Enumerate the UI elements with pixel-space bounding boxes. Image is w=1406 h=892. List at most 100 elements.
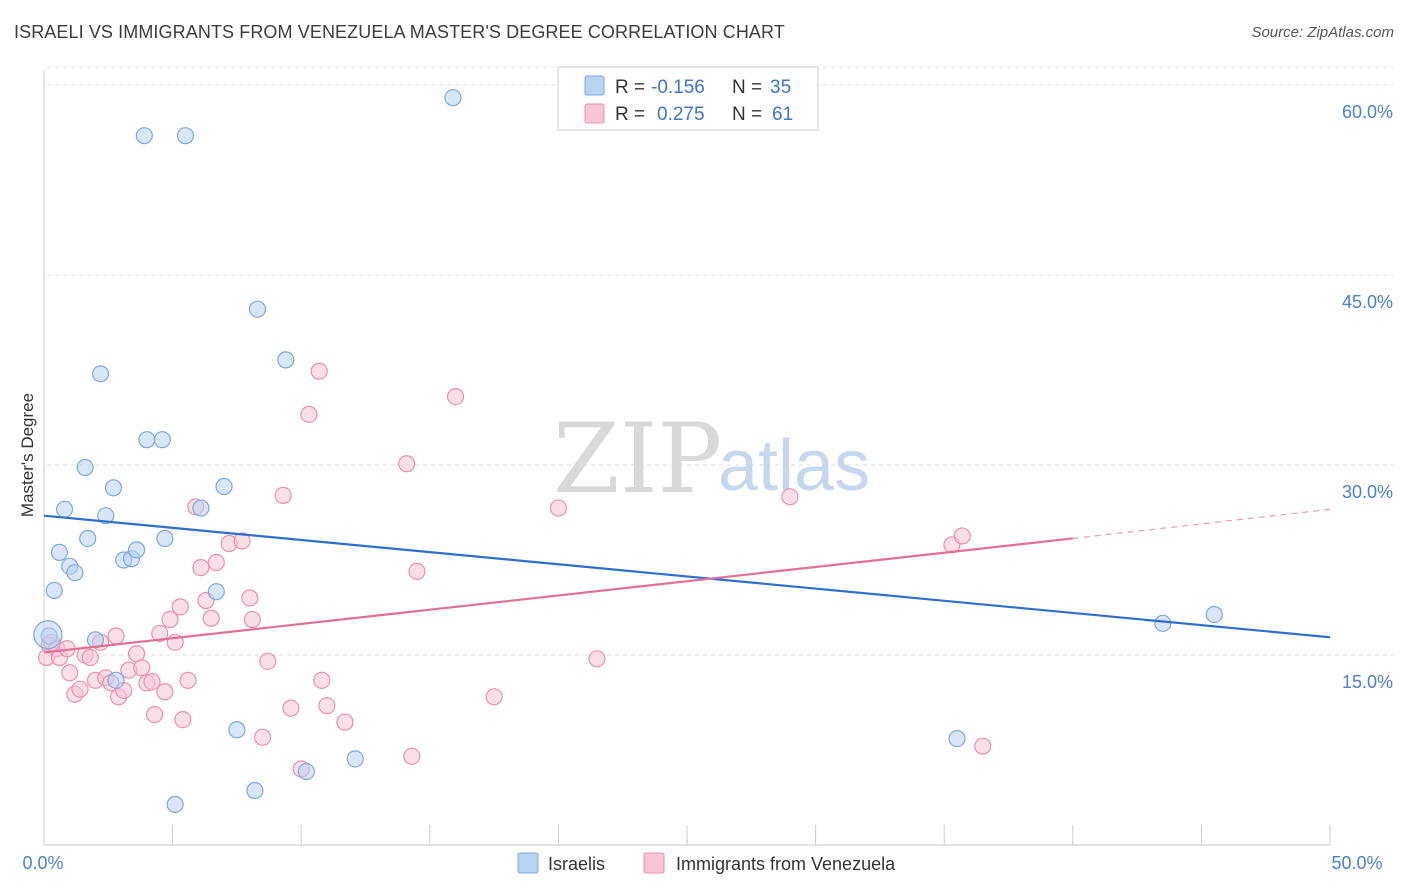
- point-israelis: [127, 541, 146, 559]
- bottom-legend-swatch-israelis: [517, 852, 539, 874]
- point-venezuela: [107, 627, 125, 645]
- point-israelis: [277, 351, 295, 369]
- bottom-legend-label-israelis: Israelis: [548, 854, 605, 874]
- legend-swatch-israelis: [584, 75, 605, 96]
- point-israelis: [66, 564, 84, 582]
- trend-line-venezuela-extension: [1072, 508, 1331, 540]
- point-israelis: [207, 583, 225, 601]
- point-israelis: [1154, 614, 1172, 632]
- point-israelis: [166, 795, 184, 814]
- point-venezuela: [310, 362, 328, 380]
- point-venezuela: [398, 455, 416, 473]
- point-israelis: [153, 431, 171, 449]
- y-tick-label: 45.0%: [1342, 292, 1393, 312]
- point-israelis: [104, 479, 123, 497]
- trend-line-israelis: [43, 514, 1331, 639]
- legend-r-label-venezuela: R =: [615, 104, 645, 125]
- source-credit: Source: ZipAtlas.com: [1251, 24, 1394, 41]
- x-ticks: [43, 825, 1331, 845]
- point-israelis: [76, 458, 94, 477]
- legend-n-value-israelis: 35: [770, 77, 791, 98]
- point-venezuela: [81, 648, 99, 667]
- watermark: ZIP atlas: [553, 403, 870, 515]
- legend-n-value-venezuela: 61: [772, 104, 793, 125]
- bottom-legend-label-venezuela: Immigrants from Venezuela: [676, 854, 896, 874]
- point-israelis: [135, 127, 153, 145]
- legend-r-value-israelis: -0.156: [651, 77, 705, 98]
- point-venezuela: [446, 388, 465, 406]
- watermark-zip: ZIP: [553, 403, 722, 515]
- stats-legend: R = -0.156 N = 35 R = 0.275 N = 61: [557, 66, 819, 131]
- point-venezuela: [588, 650, 606, 668]
- bottom-legend-swatch-venezuela: [643, 852, 665, 874]
- point-venezuela: [336, 713, 354, 731]
- point-israelis: [50, 543, 69, 562]
- point-venezuela: [953, 527, 971, 545]
- legend-n-label-israelis: N =: [732, 77, 762, 98]
- point-venezuela: [282, 699, 300, 717]
- trend-line-venezuela: [43, 537, 1073, 654]
- point-venezuela: [485, 688, 503, 706]
- point-venezuela: [161, 610, 179, 629]
- series-venezuela: [37, 362, 992, 778]
- y-tick-label: 30.0%: [1342, 482, 1393, 502]
- y-tick-label: 15.0%: [1342, 672, 1393, 692]
- series-legend: Israelis Immigrants from Venezuela: [517, 852, 896, 874]
- point-venezuela: [274, 486, 292, 504]
- legend-r-value-venezuela: 0.275: [657, 104, 705, 125]
- point-israelis: [246, 781, 264, 800]
- x-tick-label-max: 50.0%: [1331, 853, 1382, 873]
- legend-n-label-venezuela: N =: [732, 104, 762, 125]
- legend-swatch-venezuela: [584, 103, 605, 124]
- y-tick-labels: 15.0% 30.0% 45.0% 60.0%: [1342, 102, 1393, 692]
- point-venezuela: [151, 624, 169, 643]
- grid-lines: [47, 66, 1393, 656]
- point-israelis: [138, 431, 156, 449]
- point-israelis: [156, 529, 174, 548]
- point-israelis: [91, 365, 110, 383]
- chart-title: ISRAELI VS IMMIGRANTS FROM VENEZUELA MAS…: [14, 22, 785, 42]
- point-israelis: [297, 762, 315, 781]
- point-venezuela: [156, 683, 174, 701]
- point-israelis: [192, 499, 210, 517]
- point-venezuela: [408, 562, 426, 581]
- point-venezuela: [259, 652, 277, 670]
- point-venezuela: [174, 710, 192, 729]
- point-venezuela: [71, 680, 89, 698]
- point-israelis: [346, 750, 364, 768]
- point-israelis: [97, 507, 115, 525]
- point-israelis: [228, 721, 246, 739]
- point-venezuela: [133, 659, 151, 677]
- y-axis-title: Master's Degree: [18, 393, 37, 517]
- point-venezuela: [403, 747, 421, 765]
- point-israelis: [107, 671, 125, 689]
- series-israelis: [33, 89, 1223, 814]
- point-venezuela: [313, 671, 331, 689]
- point-venezuela: [549, 499, 568, 517]
- point-venezuela: [233, 532, 251, 550]
- point-israelis: [215, 477, 233, 496]
- point-israelis: [248, 300, 267, 318]
- point-venezuela: [207, 553, 225, 572]
- point-israelis: [79, 529, 97, 548]
- legend-r-label-israelis: R =: [615, 77, 645, 98]
- point-venezuela: [300, 405, 318, 423]
- point-venezuela: [145, 705, 164, 724]
- point-venezuela: [781, 488, 799, 506]
- point-venezuela: [254, 728, 272, 746]
- point-israelis-cluster: [33, 620, 63, 650]
- point-israelis: [444, 89, 462, 107]
- point-israelis: [45, 581, 63, 600]
- point-venezuela: [179, 671, 197, 689]
- point-venezuela: [974, 737, 992, 755]
- point-venezuela: [143, 672, 161, 691]
- point-israelis: [948, 729, 966, 748]
- point-venezuela: [241, 589, 259, 607]
- point-venezuela: [202, 609, 220, 627]
- point-venezuela: [61, 664, 79, 682]
- x-tick-label-min: 0.0%: [22, 853, 63, 873]
- y-tick-label: 60.0%: [1342, 102, 1393, 122]
- trend-lines: [43, 508, 1331, 654]
- point-israelis: [1205, 605, 1223, 624]
